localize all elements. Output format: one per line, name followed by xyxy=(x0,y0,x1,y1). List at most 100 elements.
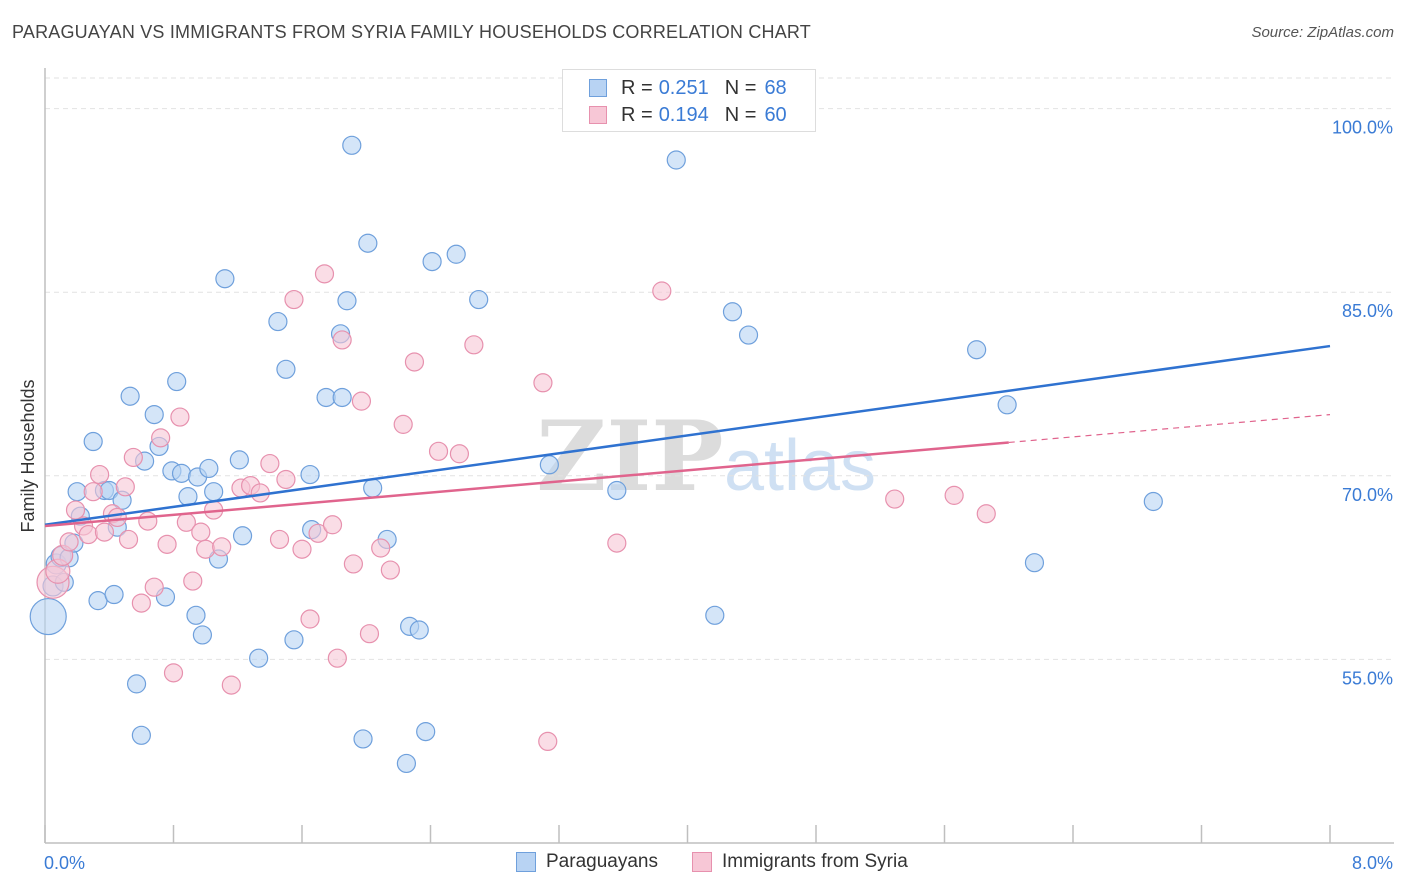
watermark-zip: ZIP xyxy=(536,400,723,513)
syria-point xyxy=(314,264,335,284)
syria-point xyxy=(196,539,216,559)
syria-point xyxy=(183,571,203,591)
syria-point xyxy=(292,539,312,559)
paraguayan-point xyxy=(738,325,759,345)
syria-point xyxy=(322,515,343,535)
paraguayan-point xyxy=(1143,491,1163,512)
y-tick-label: 70.0% xyxy=(1342,485,1393,505)
syria-point xyxy=(380,560,400,580)
legend-n-label: N = xyxy=(724,103,757,126)
legend-label-syria: Immigrants from Syria xyxy=(721,851,908,872)
syria-point xyxy=(351,391,372,411)
legend-r-label: R = xyxy=(621,76,653,99)
paraguayan-point xyxy=(284,630,304,650)
legend-r-value: 0.194 xyxy=(658,103,709,126)
syria-point xyxy=(538,731,558,752)
legend-r-label: R = xyxy=(621,103,653,126)
paraguayan-point xyxy=(232,526,253,546)
paraguayan-point xyxy=(997,395,1017,415)
paraguayan-point xyxy=(192,625,213,645)
source-credit: Source: ZipAtlas.com xyxy=(1251,24,1394,41)
paraguayan-point xyxy=(204,482,224,502)
syria-point xyxy=(123,447,143,468)
syria-point xyxy=(90,464,110,485)
paraguayan-point xyxy=(144,405,164,425)
paraguayan-point xyxy=(409,620,429,640)
paraguayan-point xyxy=(446,244,466,264)
syria-point xyxy=(976,504,996,524)
syria-point xyxy=(300,609,320,629)
paraguayan-point xyxy=(705,605,725,625)
legend-item-syria[interactable]: Immigrants from Syria xyxy=(691,851,908,873)
trendline-solid-1 xyxy=(44,441,1009,528)
x-tick-label-max: 8.0% xyxy=(1352,853,1393,873)
paraguayan-point xyxy=(249,648,269,668)
syria-point xyxy=(59,532,79,552)
syria-point xyxy=(83,482,103,502)
paraguayan-point xyxy=(268,311,288,332)
paraguayan-point xyxy=(276,359,296,379)
syria-point xyxy=(151,428,171,448)
paraguayan-point xyxy=(167,371,187,392)
syria-point xyxy=(428,441,449,461)
syria-point xyxy=(138,511,158,531)
syria-point xyxy=(107,507,127,528)
paraguayan-point xyxy=(353,729,373,749)
syria-point xyxy=(191,522,211,542)
paraguayan-point xyxy=(186,605,206,625)
syria-point xyxy=(404,352,425,372)
syria-point xyxy=(332,330,352,350)
paraguayan-point xyxy=(967,340,987,360)
paraguayan-point xyxy=(131,725,151,745)
legend-n-value: 68 xyxy=(764,76,787,99)
legend-r-value: 0.251 xyxy=(658,76,709,99)
syria-point xyxy=(359,624,380,644)
syria-point xyxy=(163,663,184,683)
syria-point xyxy=(393,414,413,434)
x-tick-label-min: 0.0% xyxy=(44,853,85,873)
paraguayan-point xyxy=(120,386,140,406)
syria-point xyxy=(371,538,391,558)
legend-swatch-pink xyxy=(589,106,607,124)
syria-point xyxy=(944,485,964,505)
paraguayan-point xyxy=(666,150,686,170)
y-tick-label: 100.0% xyxy=(1332,118,1393,138)
syria-point xyxy=(327,648,347,668)
syria-point xyxy=(284,289,304,310)
syria-point xyxy=(269,529,290,550)
syria-point xyxy=(343,554,363,574)
syria-point xyxy=(78,524,98,545)
paraguayan-point xyxy=(67,482,87,502)
syria-point xyxy=(118,529,139,550)
y-tick-label: 85.0% xyxy=(1342,301,1393,321)
paraguayan-point xyxy=(126,674,147,694)
syria-point xyxy=(144,577,164,597)
trendline-0 xyxy=(44,344,1331,526)
legend-swatch-blue xyxy=(589,79,607,97)
legend-swatch-blue xyxy=(516,852,536,872)
syria-point xyxy=(157,534,177,554)
paraguayan-point xyxy=(342,135,362,155)
trendline-dashed-1 xyxy=(1008,414,1331,444)
paraguayan-point xyxy=(416,722,436,742)
legend-item-paraguayans[interactable]: Paraguayans xyxy=(516,851,658,873)
paraguayan-point xyxy=(332,387,352,408)
paraguayan-point xyxy=(316,387,336,408)
paraguayan-point xyxy=(88,591,108,611)
paraguayan-point xyxy=(171,463,192,483)
legend-label-paraguayans: Paraguayans xyxy=(546,851,658,872)
paraguayan-point xyxy=(363,478,383,498)
syria-point xyxy=(308,523,328,543)
paraguayan-point xyxy=(722,302,743,322)
legend-n-label: N = xyxy=(724,76,757,99)
syria-point xyxy=(115,477,135,497)
paraguayan-point xyxy=(1024,553,1045,573)
paraguayan-point xyxy=(422,252,442,272)
paraguayan-point xyxy=(469,289,489,310)
paraguayan-point xyxy=(337,291,357,311)
paraguayan-point xyxy=(215,269,235,289)
legend-swatch-pink xyxy=(691,852,712,872)
paraguayan-point xyxy=(539,455,559,475)
stats-legend: R = 0.251 N = 68 R = 0.194 N = 60 xyxy=(562,69,816,132)
